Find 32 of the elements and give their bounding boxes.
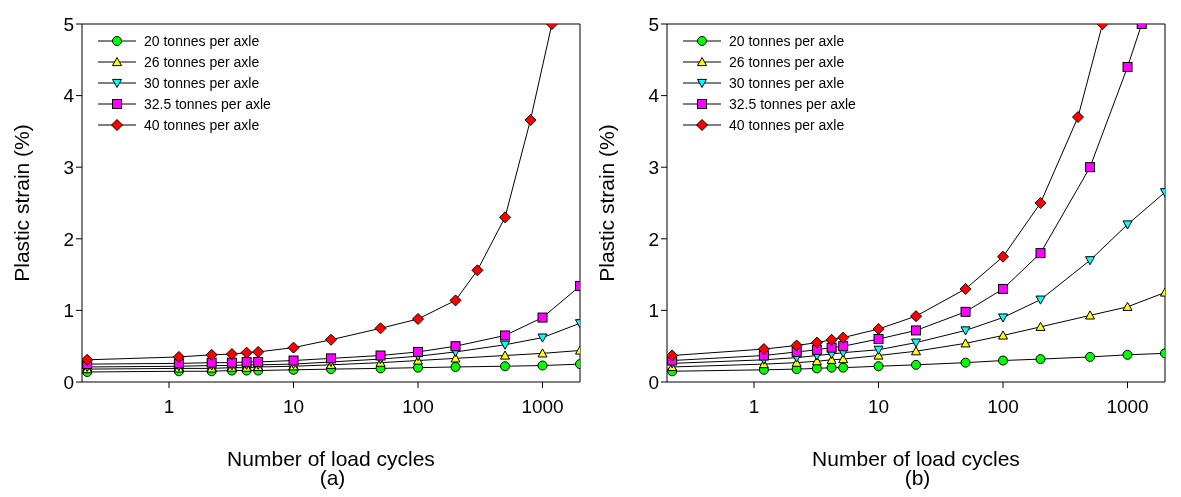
legend-label: 26 tonnes per axle	[144, 53, 260, 70]
y-tick-label: 4	[63, 85, 75, 107]
y-tick-label: 3	[648, 156, 659, 178]
y-tick-label: 2	[648, 228, 659, 250]
legend-label: 30 tonnes per axle	[144, 74, 260, 91]
x-tick-label: 10	[282, 396, 305, 418]
y-tick-label: 0	[648, 371, 659, 393]
x-tick-label: 10	[867, 396, 890, 418]
y-tick-label: 1	[63, 300, 74, 322]
legend-label: 20 tonnes per axle	[729, 32, 845, 49]
y-tick-label: 5	[648, 13, 659, 35]
x-tick-label: 100	[402, 396, 434, 418]
x-tick-label: 1000	[521, 396, 564, 418]
legend-label: 32.5 tonnes per axle	[729, 95, 856, 112]
x-tick-label: 1	[163, 396, 175, 418]
legend-label: 40 tonnes per axle	[144, 116, 260, 133]
legend-label: 20 tonnes per axle	[144, 32, 260, 49]
y-axis-title: Plastic strain (%)	[595, 124, 619, 282]
y-tick-label: 5	[63, 13, 74, 35]
y-axis-title: Plastic strain (%)	[10, 124, 34, 282]
legend-label: 40 tonnes per axle	[729, 116, 845, 133]
x-tick-label: 100	[987, 396, 1019, 418]
x-tick-label: 1	[748, 396, 760, 418]
y-tick-label: 4	[648, 85, 660, 107]
y-tick-label: 1	[648, 300, 659, 322]
legend-label: 32.5 tonnes per axle	[144, 95, 271, 112]
y-tick-label: 0	[63, 371, 74, 393]
legend-label: 30 tonnes per axle	[729, 74, 845, 91]
x-tick-label: 1000	[1106, 396, 1149, 418]
y-tick-label: 3	[63, 156, 74, 178]
legend-label: 26 tonnes per axle	[729, 53, 845, 70]
y-tick-label: 2	[63, 228, 74, 250]
